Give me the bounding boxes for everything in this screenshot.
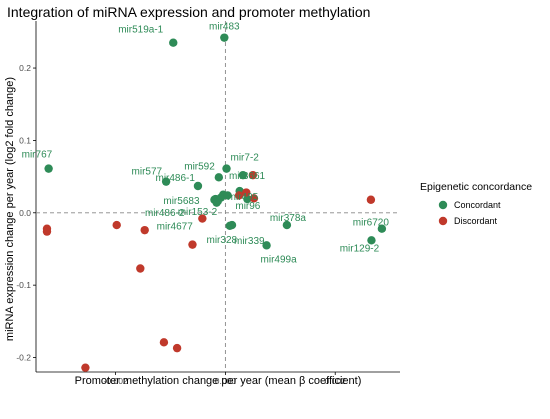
- point-label: mir486-1: [155, 173, 195, 184]
- legend: Epigenetic concordance Concordant Discord…: [420, 181, 532, 226]
- chart-title: Integration of miRNA expression and prom…: [7, 4, 370, 20]
- concordant-point: [169, 38, 178, 47]
- concordant-point: [193, 181, 203, 191]
- y-tick-label: -0.2: [16, 353, 31, 363]
- discordant-point: [248, 170, 258, 180]
- discordant-point: [234, 191, 244, 200]
- x-tick-label: 0.002: [325, 376, 347, 386]
- discordant-point: [172, 343, 182, 353]
- point-label: mir153-2: [178, 207, 218, 218]
- discordant-point: [81, 363, 90, 372]
- concordant-point: [220, 33, 229, 42]
- concordant-point: [214, 173, 224, 182]
- discordant-point: [112, 220, 121, 230]
- point-label: mir6720: [353, 218, 390, 229]
- point-label: mir592: [184, 161, 215, 172]
- legend-swatch-discordant: [438, 216, 448, 226]
- concordant-point: [225, 221, 235, 231]
- point-label: mir519a-1: [118, 25, 163, 36]
- point-label: mir3661: [229, 171, 266, 182]
- legend-swatch-concordant: [438, 200, 448, 210]
- point-label: mir328: [207, 235, 238, 246]
- y-tick-label: 0.1: [19, 135, 31, 145]
- point-label: mir767: [22, 150, 53, 161]
- discordant-point: [242, 188, 251, 197]
- point-label: mir4677: [157, 222, 194, 233]
- point-label: mir486-2: [145, 208, 185, 219]
- point-label: mir577: [132, 167, 163, 178]
- plot-area: -0.002 0.000 0.002 -0.2 -0.1 0.0 0.1 0.2 mir767 m…: [16, 21, 400, 386]
- concordant-point: [44, 164, 53, 173]
- concordant-point: [243, 194, 252, 204]
- point-label: mir378a: [270, 213, 307, 224]
- legend-title: Epigenetic concordance: [420, 181, 532, 193]
- point-label: mir129-2: [340, 243, 380, 254]
- discordant-point: [42, 227, 52, 236]
- y-axis-title: miRNA expression change per year (log2 f…: [4, 77, 16, 341]
- concordant-point: [223, 191, 232, 200]
- concordant-point: [238, 170, 248, 180]
- concordant-point: [282, 220, 292, 230]
- discordant-point: [366, 195, 376, 204]
- discordant-point: [136, 264, 145, 273]
- discordant-point: [249, 194, 259, 203]
- concordant-point: [161, 177, 171, 186]
- legend-label-concordant: Concordant: [454, 200, 501, 210]
- legend-label-discordant: Discordant: [454, 216, 498, 226]
- point-label: mir96: [235, 201, 260, 212]
- y-tick-label: -0.1: [16, 280, 31, 290]
- discordant-point: [159, 338, 169, 347]
- y-tick-label: 0.0: [19, 208, 31, 218]
- point-label: mir7-2: [231, 153, 260, 164]
- discordant-point: [188, 240, 197, 249]
- x-axis-title: Promoter methylation change per year (me…: [75, 375, 362, 387]
- concordant-point: [216, 193, 226, 202]
- point-label: mir339: [234, 236, 265, 247]
- concordant-point: [367, 236, 376, 245]
- discordant-point: [198, 214, 207, 223]
- point-label: mir499a: [261, 254, 298, 265]
- y-tick-label: 0.2: [19, 63, 31, 73]
- point-label: mir495: [228, 192, 259, 203]
- concordant-point: [222, 164, 231, 173]
- x-tick-label: 0.000: [215, 376, 237, 386]
- point-label: mir483: [209, 22, 240, 33]
- concordant-point: [377, 224, 387, 233]
- concordant-point: [262, 241, 271, 250]
- x-tick-label: -0.002: [104, 376, 128, 386]
- point-label: mir5683: [163, 196, 200, 207]
- discordant-point: [140, 225, 149, 235]
